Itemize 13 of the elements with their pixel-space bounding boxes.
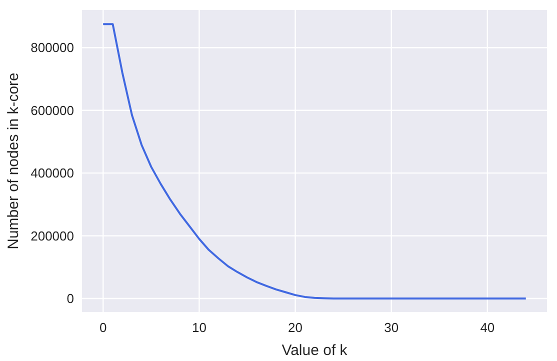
y-tick-label: 0 <box>66 291 74 306</box>
x-tick-label: 0 <box>100 320 107 335</box>
y-tick-label: 600000 <box>30 102 74 118</box>
x-tick-label: 10 <box>192 320 206 335</box>
y-tick-label: 400000 <box>30 166 74 181</box>
y-axis-title: Number of nodes in k-core <box>5 72 22 250</box>
x-tick-label: 40 <box>480 320 495 335</box>
y-tick-label: 800000 <box>30 40 74 56</box>
line-series <box>102 23 527 300</box>
x-axis-title: Value of k <box>282 342 348 359</box>
x-tick-label: 20 <box>288 320 303 335</box>
x-tick-label: 30 <box>384 320 399 335</box>
y-tick-label: 200000 <box>30 228 74 244</box>
